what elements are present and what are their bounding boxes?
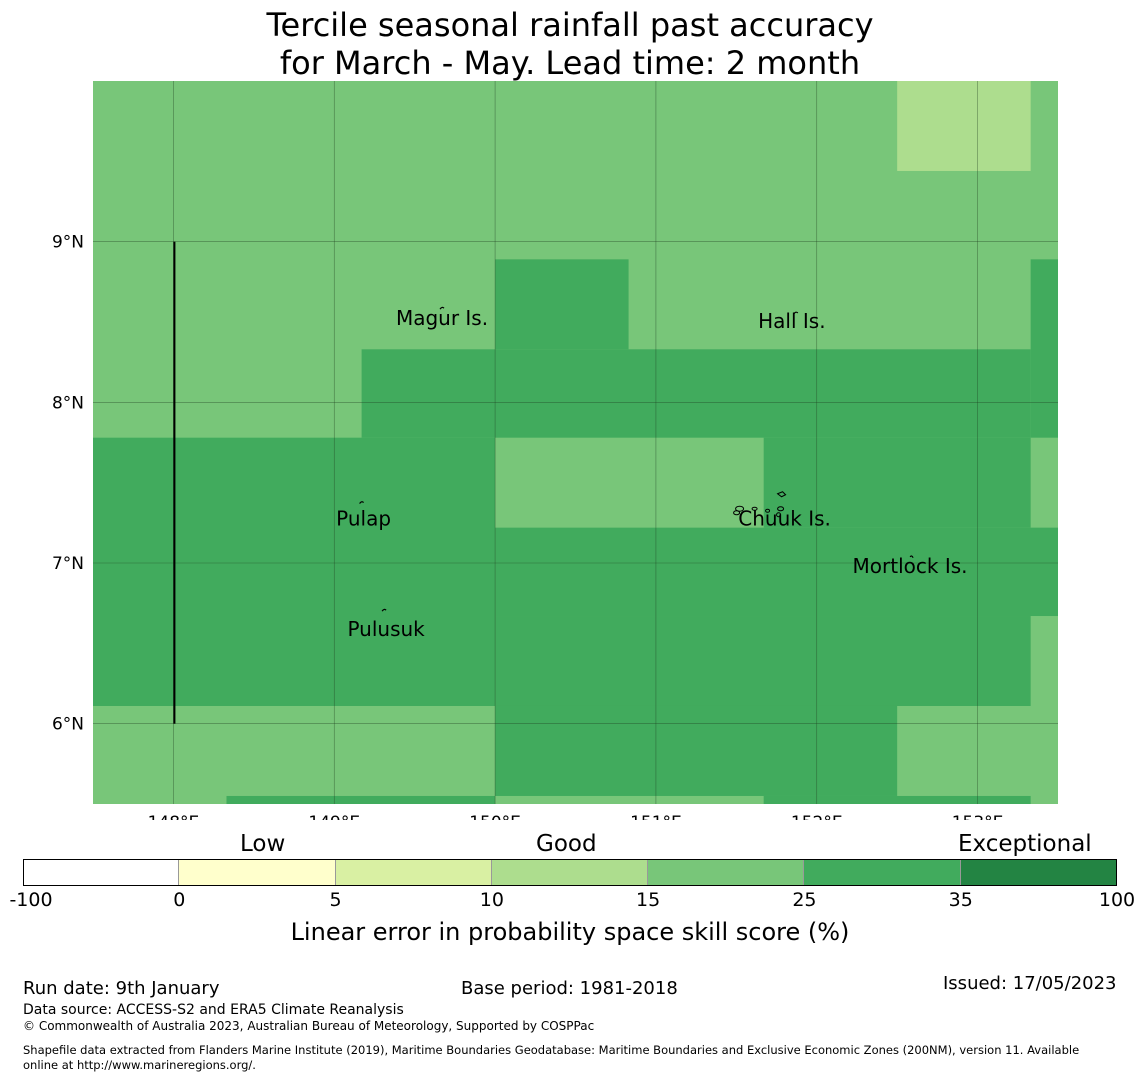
skill-cell-1 — [897, 81, 1031, 171]
map-plot: 148°E 149°E 150°E 151°E 152°E 153°E 9°N 8°N 7°N 6… — [52, 81, 1058, 820]
issued-date: Issued: 17/05/2023 — [943, 973, 1117, 994]
island-mortlock-is: Mortlock Is. — [853, 554, 968, 578]
colorbar-bin-15-to-25 — [648, 859, 805, 886]
skill-cell-11 — [763, 795, 1031, 804]
lon-tick-label-148: 148°E — [148, 813, 200, 820]
svg-text:Hall Is.: Hall Is. — [758, 309, 825, 333]
colorbar-bin-0-to-5 — [179, 859, 336, 886]
skill-cell-7 — [763, 437, 1031, 528]
shapefile-credit-line-2: online at http://www.marineregions.org/. — [23, 1058, 256, 1072]
island-chuuk-is: Chuuk Is. — [733, 491, 831, 531]
lon-tick-label-150: 150°E — [469, 813, 521, 820]
colorbar-tick--100: -100 — [9, 889, 53, 911]
island-magur-is: Magur Is. — [396, 306, 488, 330]
colorbar-tick-35: 35 — [948, 889, 973, 911]
skill-cell-10 — [226, 795, 496, 804]
svg-text:Chuuk Is.: Chuuk Is. — [738, 507, 831, 531]
skill-cell-5 — [93, 437, 496, 706]
svg-text:Pulap: Pulap — [336, 507, 391, 531]
lon-tick-label-153: 153°E — [952, 813, 1004, 820]
shapefile-credit-line-1: Shapefile data extracted from Flanders M… — [23, 1043, 1080, 1057]
chart-title-line-1: Tercile seasonal rainfall past accuracy — [266, 6, 874, 44]
data-source: Data source: ACCESS-S2 and ERA5 Climate … — [23, 1002, 404, 1018]
svg-text:Mortlock Is.: Mortlock Is. — [853, 554, 968, 578]
chart-title-line-2: for March - May. Lead time: 2 month — [279, 44, 861, 82]
colorbar-tick-100: 100 — [1098, 889, 1136, 911]
colorbar-bin-35-to-100 — [960, 859, 1117, 886]
skill-cell-2 — [495, 259, 629, 350]
lat-tick-label-6: 6°N — [52, 715, 84, 735]
skill-cell-8 — [495, 616, 1031, 706]
lat-tick-label-9: 9°N — [52, 233, 84, 253]
lon-tick-label-149: 149°E — [308, 813, 360, 820]
base-period: Base period: 1981-2018 — [461, 978, 678, 999]
colorbar-tick-0: 0 — [173, 889, 186, 911]
colorbar-bin-10-to-15 — [491, 859, 649, 886]
island-hall-is: Hall Is. — [758, 309, 825, 333]
skill-cell-4 — [1030, 259, 1058, 438]
lon-tick-label-151: 151°E — [630, 813, 682, 820]
skill-cell-3 — [361, 349, 1031, 438]
island-pulap: Pulap — [336, 501, 391, 531]
colorbar-bin--100-to-0 — [23, 859, 180, 886]
run-date: Run date: 9th January — [23, 978, 220, 999]
colorbar-axis-label: Linear error in probability space skill … — [290, 918, 850, 946]
colorbar-tick-25: 25 — [792, 889, 817, 911]
colorbar-frame — [23, 859, 1117, 886]
colorbar-bin-25-to-35 — [804, 859, 961, 886]
lat-tick-label-7: 7°N — [52, 554, 84, 574]
svg-text:Magur Is.: Magur Is. — [396, 306, 488, 330]
skill-cell-6 — [495, 527, 1058, 617]
svg-text:Pulusuk: Pulusuk — [347, 617, 425, 641]
colorbar-bin-5-to-10 — [335, 859, 492, 886]
colorbar-tick-5: 5 — [329, 889, 342, 911]
colorbar-tick-15: 15 — [636, 889, 661, 911]
colorbar-tick-10: 10 — [479, 889, 504, 911]
island-pulusuk: Pulusuk — [347, 608, 425, 641]
lat-tick-label-8: 8°N — [52, 393, 84, 413]
lon-tick-label-152: 152°E — [791, 813, 843, 820]
category-exceptional-label: Exceptional — [958, 831, 1092, 857]
skill-cell-9 — [495, 705, 898, 796]
category-good-label: Good — [536, 831, 597, 857]
category-low-label: Low — [240, 831, 286, 857]
copyright-notice: © Commonwealth of Australia 2023, Austra… — [23, 1019, 595, 1033]
